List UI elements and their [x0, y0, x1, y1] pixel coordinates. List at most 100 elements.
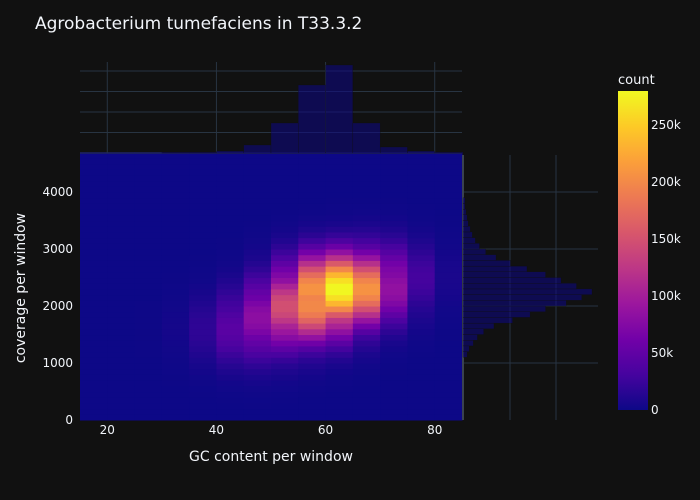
heatmap-cell: [434, 283, 463, 290]
heatmap-cell: [80, 260, 108, 267]
heatmap-cell: [134, 209, 163, 216]
heatmap-cell: [352, 260, 381, 267]
right-marginal-bar: [462, 214, 468, 221]
heatmap-cell: [271, 197, 299, 204]
top-marginal-histogram: [161, 64, 463, 154]
heatmap-cell: [271, 209, 299, 216]
heatmap-cell: [271, 294, 299, 301]
heatmap-cell: [189, 380, 217, 387]
heatmap-cell: [161, 300, 190, 307]
heatmap-cell: [107, 254, 136, 261]
heatmap-cell: [434, 351, 463, 358]
heatmap-cell: [243, 334, 272, 341]
heatmap-cell: [189, 363, 217, 370]
right-marginal-bar: [462, 294, 582, 301]
heatmap-cell: [134, 237, 163, 244]
heatmap-cell: [380, 311, 408, 318]
top-marginal-bar: [325, 64, 354, 154]
heatmap-cell: [325, 186, 354, 193]
heatmap-cell: [352, 300, 381, 307]
heatmap-cell: [298, 402, 327, 410]
heatmap-cell: [434, 214, 463, 222]
right-marginal-bar: [462, 300, 567, 307]
heatmap-cell: [352, 277, 381, 284]
heatmap-cell: [325, 300, 354, 307]
top-marginal-bar: [216, 150, 244, 154]
heatmap-cell: [107, 306, 136, 313]
heatmap-cell: [243, 220, 272, 227]
heatmap-cell: [298, 186, 327, 193]
heatmap-cell: [107, 260, 136, 267]
y-tick-label: 2000: [42, 299, 73, 313]
heatmap-cell: [325, 374, 354, 381]
heatmap-cell: [161, 374, 190, 381]
heatmap-cell: [243, 340, 272, 347]
heatmap-cell: [352, 209, 381, 216]
heatmap-cell: [243, 209, 272, 216]
heatmap-cell: [325, 414, 354, 421]
heatmap-cell: [107, 311, 136, 318]
right-marginal-bar: [462, 220, 469, 227]
heatmap-cell: [407, 180, 436, 187]
heatmap-cell: [161, 345, 190, 353]
heatmap-cell: [434, 231, 463, 239]
heatmap-cell: [107, 214, 136, 222]
heatmap-cell: [243, 357, 272, 364]
heatmap-cell: [80, 249, 108, 256]
heatmap-cell: [407, 345, 436, 353]
heatmap-cell: [216, 340, 245, 347]
heatmap-cell: [325, 323, 354, 330]
heatmap-cell: [161, 214, 190, 222]
heatmap-cell: [271, 402, 299, 410]
heatmap-cell: [134, 294, 163, 301]
heatmap-cell: [271, 397, 299, 404]
heatmap-cell: [107, 294, 136, 301]
heatmap-cell: [243, 306, 272, 313]
heatmap-cell: [325, 288, 354, 296]
heatmap-cell: [271, 186, 299, 193]
heatmap-cell: [380, 414, 408, 421]
heatmap-cell: [380, 374, 408, 381]
heatmap-cell: [107, 231, 136, 239]
heatmap-cell: [134, 317, 163, 324]
heatmap-cell: [243, 163, 272, 170]
heatmap-cell: [325, 317, 354, 324]
heatmap-cell: [80, 214, 108, 222]
heatmap-cell: [352, 254, 381, 261]
right-marginal-histogram: [462, 197, 593, 358]
heatmap-cell: [380, 283, 408, 290]
heatmap-cell: [352, 414, 381, 421]
heatmap-cell: [80, 294, 108, 301]
right-marginal-bar: [462, 322, 495, 329]
heatmap-cell: [189, 328, 217, 336]
heatmap-cell: [243, 351, 272, 358]
heatmap-cell: [107, 283, 136, 290]
heatmap-cell: [380, 249, 408, 256]
x-axis-ticks: 20 40 60 80: [100, 423, 443, 437]
heatmap-cell: [161, 169, 190, 176]
heatmap-cell: [216, 380, 245, 387]
heatmap-cell: [325, 311, 354, 318]
heatmap-cell: [380, 385, 408, 393]
heatmap-cell: [189, 249, 217, 256]
heatmap-cell: [352, 402, 381, 410]
heatmap-cell: [189, 220, 217, 227]
heatmap-cell: [161, 157, 190, 165]
heatmap-cell: [80, 163, 108, 170]
heatmap-cell: [298, 357, 327, 364]
heatmap-cell: [298, 209, 327, 216]
heatmap-cell: [271, 157, 299, 165]
heatmap-cell: [380, 214, 408, 222]
heatmap-cell: [243, 294, 272, 301]
right-marginal-bar: [462, 208, 467, 215]
heatmap-cell: [352, 334, 381, 341]
heatmap-cell: [407, 169, 436, 176]
heatmap-cell: [80, 357, 108, 364]
heatmap-cell: [134, 385, 163, 393]
heatmap-cell: [271, 231, 299, 239]
heatmap-cell: [298, 163, 327, 170]
heatmap-cell: [380, 209, 408, 216]
heatmap-cell: [80, 209, 108, 216]
heatmap-cell: [243, 266, 272, 273]
heatmap-cell: [189, 283, 217, 290]
